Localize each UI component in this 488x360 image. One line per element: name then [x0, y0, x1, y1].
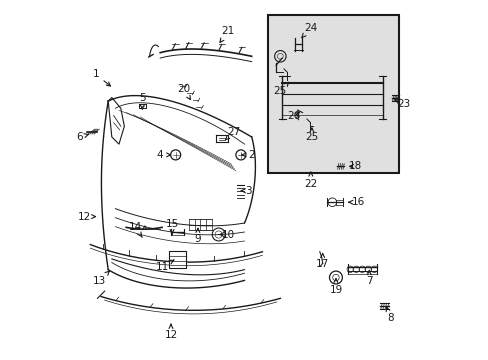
- Text: 13: 13: [92, 271, 109, 286]
- Text: 2: 2: [242, 150, 254, 160]
- Text: 11: 11: [155, 260, 174, 272]
- Text: 19: 19: [328, 279, 342, 296]
- Text: 6: 6: [76, 132, 88, 142]
- Text: 22: 22: [304, 172, 317, 189]
- Text: 3: 3: [241, 186, 251, 196]
- Text: 21: 21: [220, 26, 235, 42]
- Text: 15: 15: [165, 219, 178, 234]
- Text: 5: 5: [139, 93, 145, 109]
- Text: 26: 26: [287, 111, 300, 121]
- Text: 1: 1: [92, 69, 110, 86]
- Text: 25: 25: [305, 128, 318, 142]
- Text: 27: 27: [225, 127, 240, 140]
- Bar: [169, 251, 186, 268]
- Text: 7: 7: [365, 270, 372, 286]
- Text: 16: 16: [348, 197, 365, 207]
- Text: 10: 10: [219, 230, 234, 239]
- Text: 18: 18: [347, 161, 361, 171]
- Text: 17: 17: [315, 253, 328, 269]
- Text: 12: 12: [164, 324, 177, 340]
- Text: 14: 14: [128, 222, 142, 237]
- Text: 9: 9: [194, 228, 201, 244]
- Text: 24: 24: [301, 23, 317, 38]
- Text: 25: 25: [273, 82, 288, 96]
- Text: 20: 20: [177, 84, 190, 99]
- Text: 12: 12: [78, 212, 95, 221]
- Text: 4: 4: [157, 150, 170, 160]
- Text: 8: 8: [386, 307, 393, 323]
- Bar: [267, 15, 398, 173]
- Text: 23: 23: [394, 99, 410, 109]
